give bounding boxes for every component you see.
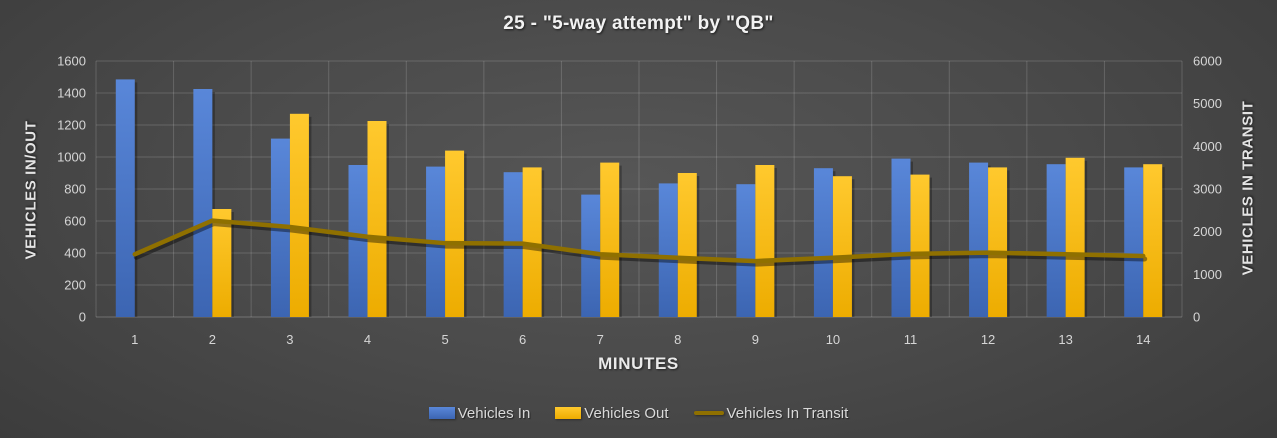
bar-vehicles-in-m1 [115, 79, 135, 318]
x-tick-9: 9 [752, 332, 759, 347]
bar-vehicles-out-m5 [445, 150, 465, 317]
x-tick-6: 6 [519, 332, 526, 347]
x-tick-13: 13 [1058, 332, 1072, 347]
bar-vehicles-in-m4 [348, 165, 368, 317]
bar-vehicles-out-m3 [289, 113, 309, 317]
bar-vehicles-out-m12 [988, 167, 1008, 317]
x-tick-14: 14 [1136, 332, 1150, 347]
right-tick-0: 0 [1193, 310, 1200, 325]
right-tick-6000: 6000 [1193, 54, 1222, 69]
left-tick-200: 200 [64, 278, 86, 293]
x-tick-5: 5 [441, 332, 448, 347]
left-tick-1600: 1600 [57, 54, 86, 69]
x-tick-3: 3 [286, 332, 293, 347]
bar-vehicles-in-m12 [969, 162, 989, 317]
bar-vehicles-in-m11 [891, 158, 911, 317]
left-tick-1200: 1200 [57, 118, 86, 133]
bar-vehicles-out-m2 [212, 209, 232, 317]
bar-vehicles-out-m10 [832, 176, 852, 317]
x-tick-10: 10 [826, 332, 840, 347]
bar-vehicles-in-m13 [1046, 164, 1066, 317]
right-tick-4000: 4000 [1193, 139, 1222, 154]
left-tick-1000: 1000 [57, 150, 86, 165]
bar-vehicles-out-m4 [367, 121, 387, 317]
bar-vehicles-in-m8 [658, 183, 678, 317]
right-tick-5000: 5000 [1193, 96, 1222, 111]
x-tick-8: 8 [674, 332, 681, 347]
left-tick-0: 0 [79, 310, 86, 325]
bar-vehicles-in-m10 [813, 168, 833, 317]
right-tick-1000: 1000 [1193, 267, 1222, 282]
legend-item-vehicles-out: Vehicles Out [555, 404, 669, 422]
bar-vehicles-out-m9 [755, 165, 775, 317]
legend: Vehicles In Vehicles Out Vehicles In Trans… [0, 401, 1277, 425]
bar-vehicles-out-m7 [600, 162, 620, 317]
left-tick-800: 800 [64, 182, 86, 197]
bar-vehicles-out-m14 [1143, 164, 1163, 317]
right-tick-2000: 2000 [1193, 224, 1222, 239]
x-tick-2: 2 [209, 332, 216, 347]
bar-vehicles-in-m7 [581, 194, 601, 317]
line-vehicles-in-transit [132, 218, 1146, 264]
left-axis-title: VEHICLES IN/OUT [22, 120, 40, 260]
x-tick-12: 12 [981, 332, 995, 347]
x-tick-11: 11 [904, 332, 918, 347]
right-tick-3000: 3000 [1193, 182, 1222, 197]
bar-vehicles-out-m6 [522, 167, 542, 317]
chart-title: 25 - "5-way attempt" by "QB" [503, 13, 774, 34]
legend-label-vehicles-in: Vehicles In [457, 404, 531, 422]
legend-item-vehicles-in: Vehicles In [428, 404, 531, 422]
left-tick-600: 600 [64, 214, 86, 229]
bar-vehicles-out-m13 [1065, 157, 1085, 317]
legend-swatch-vehicles-in-transit-icon [693, 411, 724, 415]
x-axis-title: MINUTES [598, 354, 679, 373]
bar-vehicles-in-m14 [1124, 167, 1144, 317]
legend-label-vehicles-out: Vehicles Out [584, 404, 669, 422]
x-tick-4: 4 [364, 332, 371, 347]
bar-vehicles-in-m2 [193, 89, 213, 317]
left-tick-400: 400 [64, 246, 86, 261]
legend-swatch-vehicles-in-icon [428, 407, 455, 419]
transit-line-shadow [133, 221, 1148, 267]
x-tick-7: 7 [597, 332, 604, 347]
bar-vehicles-out-m8 [677, 173, 697, 317]
right-axis-title: VEHICLES IN TRANSIT [1239, 100, 1257, 276]
legend-swatch-vehicles-out-icon [555, 407, 582, 419]
bar-vehicles-in-m9 [736, 184, 756, 317]
bar-vehicles-out-m11 [910, 174, 930, 317]
legend-label-vehicles-in-transit: Vehicles In Transit [726, 404, 849, 422]
legend-item-vehicles-in-transit: Vehicles In Transit [693, 404, 849, 422]
x-tick-1: 1 [131, 332, 138, 347]
left-tick-1400: 1400 [57, 86, 86, 101]
